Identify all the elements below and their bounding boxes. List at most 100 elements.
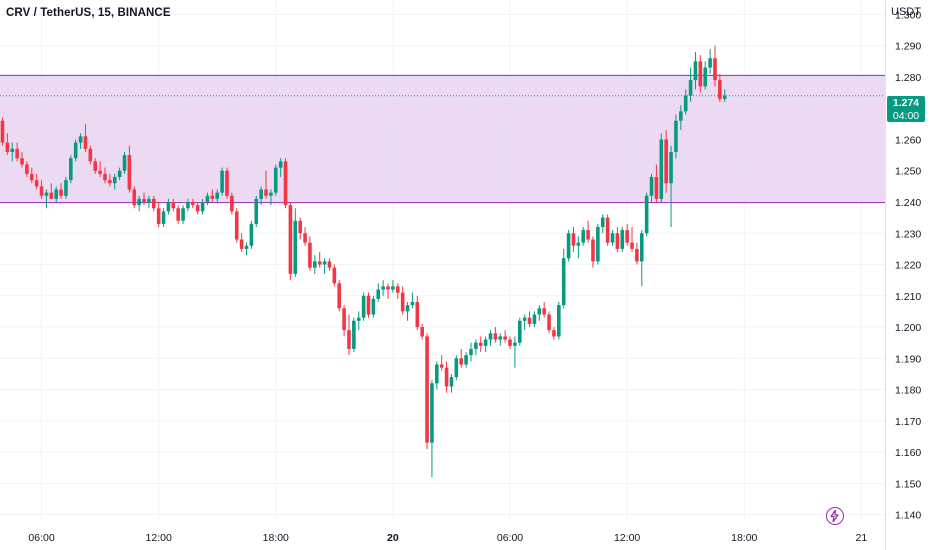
candle-body [425, 336, 429, 443]
resistance-zone [0, 75, 885, 203]
candle-body [483, 339, 488, 346]
candle-body [283, 161, 288, 206]
candle [259, 186, 263, 206]
candle [430, 380, 434, 478]
candle-body [386, 286, 390, 290]
candle [581, 227, 586, 246]
candle [317, 252, 322, 268]
candle-body [713, 58, 717, 81]
x-tick-label: 18:00 [731, 532, 757, 544]
candle-body [322, 261, 327, 265]
candle-body [293, 220, 298, 274]
candle [439, 355, 444, 371]
candle [376, 283, 381, 303]
candle [20, 151, 24, 168]
candle-body [459, 358, 464, 365]
candle [474, 339, 478, 356]
candle [400, 286, 405, 315]
candle [108, 173, 112, 187]
candle-body [493, 333, 498, 340]
candle-body [15, 148, 19, 159]
candle-body [561, 258, 566, 306]
candle-body [693, 61, 698, 81]
candle-body [127, 155, 132, 190]
candle [25, 161, 29, 177]
lightning-icon[interactable] [826, 507, 844, 525]
candle [410, 292, 415, 309]
lightning-glyph [830, 510, 839, 522]
candle-body [317, 261, 322, 265]
candle-body [469, 348, 473, 356]
candle [703, 61, 708, 90]
candle [532, 311, 537, 328]
candle [137, 195, 141, 212]
candle-body [679, 111, 683, 121]
candle [522, 314, 527, 331]
candle [34, 173, 39, 190]
candle [64, 176, 68, 199]
candle [547, 311, 551, 334]
candle [508, 336, 512, 349]
candle [718, 73, 722, 102]
last-price-badge: 1.274 04:00 [887, 96, 925, 122]
x-tick-label: 06:00 [497, 532, 523, 544]
candle [112, 173, 117, 190]
candle-body [615, 233, 620, 249]
y-tick-label: 1.180 [895, 385, 921, 397]
candle-body [288, 205, 293, 274]
candle [566, 230, 571, 262]
candle-body [161, 211, 166, 224]
candle [278, 158, 283, 177]
candle-body [264, 189, 268, 196]
candle [625, 223, 629, 246]
candle-body [54, 189, 58, 199]
candle [561, 248, 566, 309]
y-tick-label: 1.220 [895, 260, 921, 272]
candle [513, 336, 517, 368]
candle [78, 133, 83, 149]
y-tick-label: 1.140 [895, 510, 921, 522]
candle [591, 236, 595, 268]
candle-body [659, 139, 664, 199]
candle [220, 167, 224, 196]
bar-countdown: 04:00 [892, 109, 920, 122]
candle-body [508, 339, 512, 346]
candle-body [171, 202, 176, 209]
candle [659, 133, 664, 202]
candle [147, 195, 151, 209]
candle [630, 227, 634, 253]
candle-body [308, 242, 312, 268]
candle-body [176, 208, 180, 221]
candle [454, 355, 459, 381]
candle [679, 105, 683, 131]
candle-body [600, 217, 605, 228]
candle [313, 255, 317, 274]
candle [420, 323, 424, 340]
candle [225, 167, 229, 199]
candle [29, 167, 34, 184]
candle-body [503, 336, 507, 340]
candle [571, 227, 576, 253]
candle [586, 220, 590, 243]
candle [205, 192, 210, 206]
candle [303, 227, 307, 246]
candle [264, 170, 268, 199]
candle [117, 167, 122, 181]
candle-body [513, 342, 517, 346]
candle [215, 189, 220, 202]
candle [415, 295, 420, 331]
candle-body [191, 202, 195, 206]
candle [654, 164, 659, 202]
candle-body [210, 195, 215, 199]
y-tick-label: 1.250 [895, 166, 921, 178]
candle-body [273, 167, 278, 193]
candle [664, 130, 668, 193]
candle [283, 158, 288, 209]
candle-body [557, 305, 561, 337]
candle-body [415, 302, 420, 328]
candle [610, 230, 615, 246]
candle [537, 305, 542, 321]
candle [44, 189, 49, 209]
